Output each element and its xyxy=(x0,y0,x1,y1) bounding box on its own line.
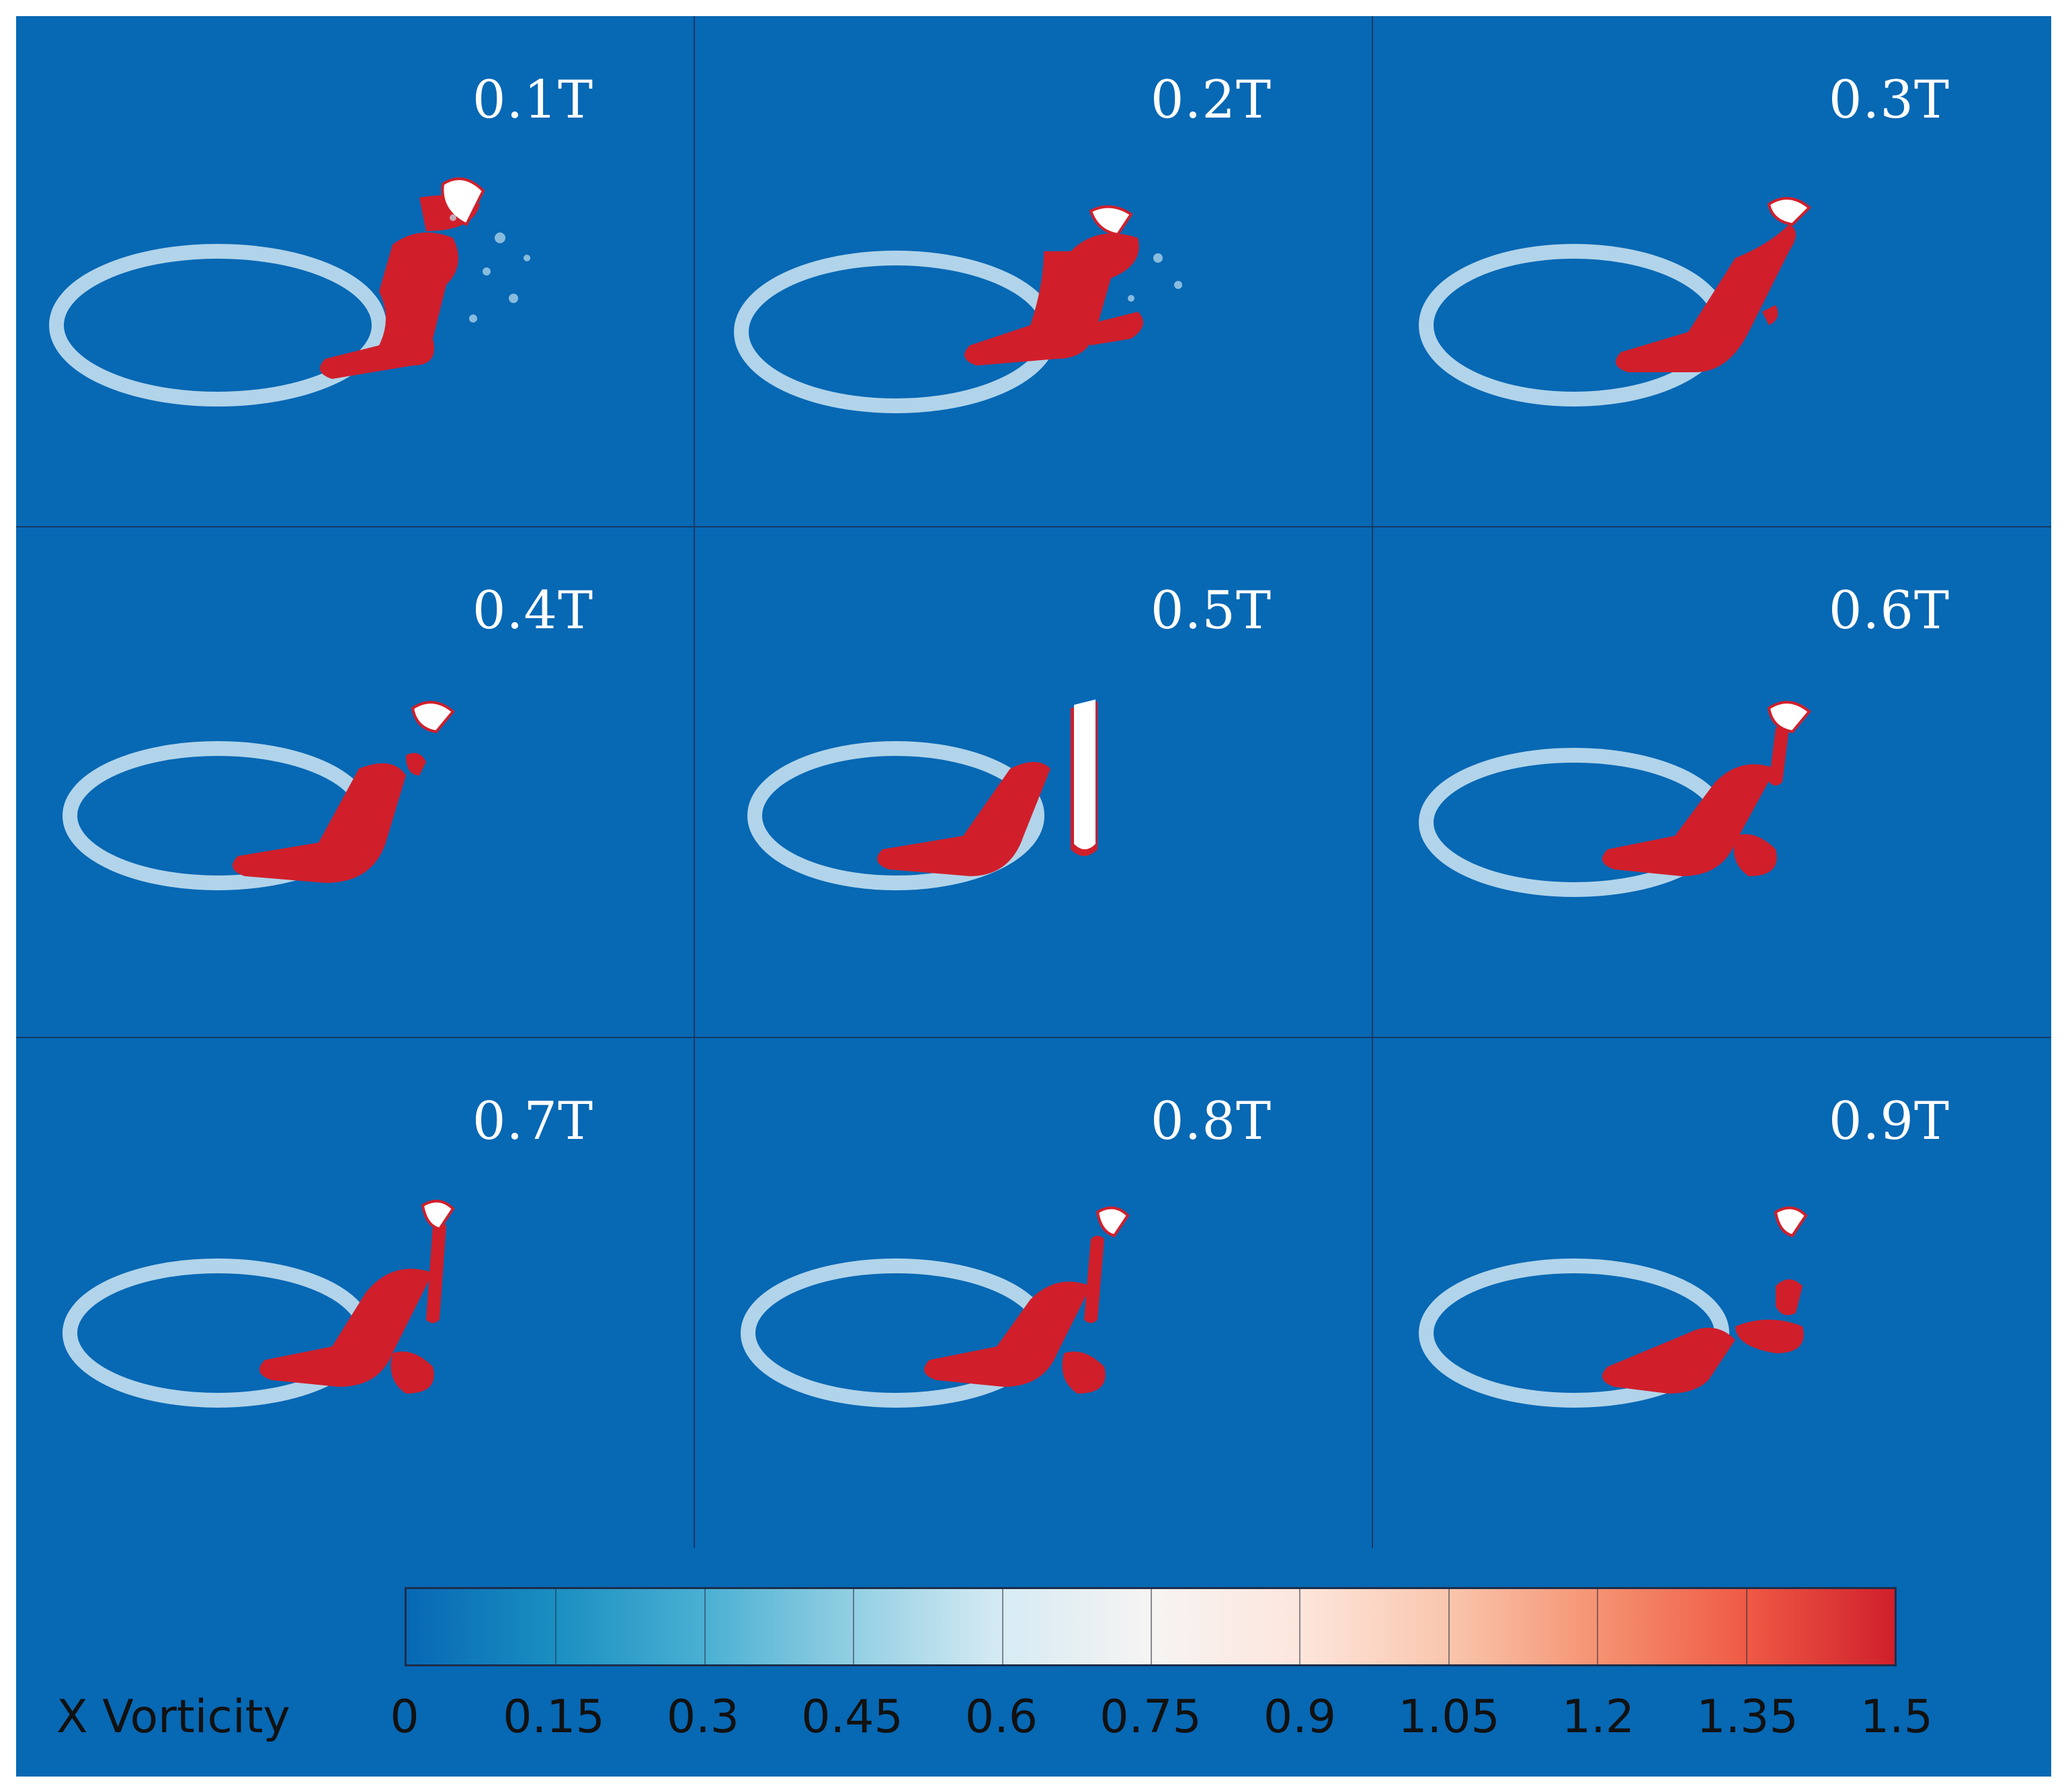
panel-time-label: 0.7T xyxy=(472,1091,593,1152)
panel-time-label: 0.2T xyxy=(1150,70,1272,130)
grid-divider xyxy=(694,16,695,1548)
colorbar-tick: 0.3 xyxy=(666,1691,740,1744)
vorticity-field xyxy=(63,1199,455,1408)
colorbar-tick: 1.2 xyxy=(1561,1691,1635,1744)
panel-time-label: 0.5T xyxy=(1150,581,1272,641)
colorbar-segment-line xyxy=(555,1589,557,1664)
colorbar-tick: 0.9 xyxy=(1263,1691,1337,1744)
panel-grid: 0.1T 0.2T 0.3T xyxy=(16,16,2051,1548)
vorticity-field xyxy=(1419,1206,1808,1408)
colorbar-tick: 0 xyxy=(390,1691,419,1744)
colorbar-segment-line xyxy=(1299,1589,1301,1664)
colorbar-tick: 0.15 xyxy=(503,1691,605,1744)
colorbar-title: X Vorticity xyxy=(56,1691,290,1744)
colorbar-segment-line xyxy=(1597,1589,1599,1664)
colorbar-tick: 0.45 xyxy=(801,1691,903,1744)
panel-time-label: 0.6T xyxy=(1828,581,1950,641)
vorticity-field xyxy=(1419,701,1811,897)
panel-0-6t: 0.6T xyxy=(1372,527,2051,1037)
colorbar-tick: 1.35 xyxy=(1696,1691,1798,1744)
colorbar-segment-line xyxy=(704,1589,706,1664)
vorticity-field xyxy=(63,701,455,890)
colorbar-tick: 1.5 xyxy=(1860,1691,1934,1744)
colorbar-segment-line xyxy=(1001,1589,1003,1664)
panel-time-label: 0.3T xyxy=(1828,70,1950,130)
panel-time-label: 0.1T xyxy=(472,70,593,130)
panel-time-label: 0.4T xyxy=(472,581,593,641)
vorticity-field xyxy=(1419,197,1811,407)
colorbar-segment-line xyxy=(1448,1589,1450,1664)
vorticity-field xyxy=(734,205,1182,413)
panel-0-5t: 0.5T xyxy=(694,527,1372,1037)
panel-0-9t: 0.9T xyxy=(1372,1037,2051,1548)
panel-0-7t: 0.7T xyxy=(16,1037,694,1548)
colorbar-tick: 1.05 xyxy=(1398,1691,1500,1744)
colorbar-tick: 0.6 xyxy=(964,1691,1038,1744)
vorticity-field xyxy=(741,1206,1130,1408)
vorticity-figure: 0.1T 0.2T 0.3T xyxy=(16,16,2051,1777)
panel-0-8t: 0.8T xyxy=(694,1037,1372,1548)
panel-time-label: 0.8T xyxy=(1150,1091,1272,1152)
vorticity-field xyxy=(747,699,1098,890)
colorbar-tick: 0.75 xyxy=(1100,1691,1202,1744)
colorbar-segment-line xyxy=(853,1589,855,1664)
colorbar: X Vorticity 0 0.15 0.3 0.45 0.6 0.75 0.9… xyxy=(16,1548,2051,1777)
panel-0-4t: 0.4T xyxy=(16,527,694,1037)
grid-divider xyxy=(16,526,2051,527)
colorbar-gradient xyxy=(405,1587,1897,1666)
panel-0-1t: 0.1T xyxy=(16,16,694,527)
grid-divider xyxy=(1372,16,1373,1548)
panel-0-2t: 0.2T xyxy=(694,16,1372,527)
colorbar-segment-line xyxy=(1745,1589,1747,1664)
grid-divider xyxy=(16,1037,2051,1038)
panel-0-3t: 0.3T xyxy=(1372,16,2051,527)
panel-time-label: 0.9T xyxy=(1828,1091,1950,1152)
colorbar-segment-line xyxy=(1151,1589,1152,1664)
vorticity-field xyxy=(49,177,530,407)
